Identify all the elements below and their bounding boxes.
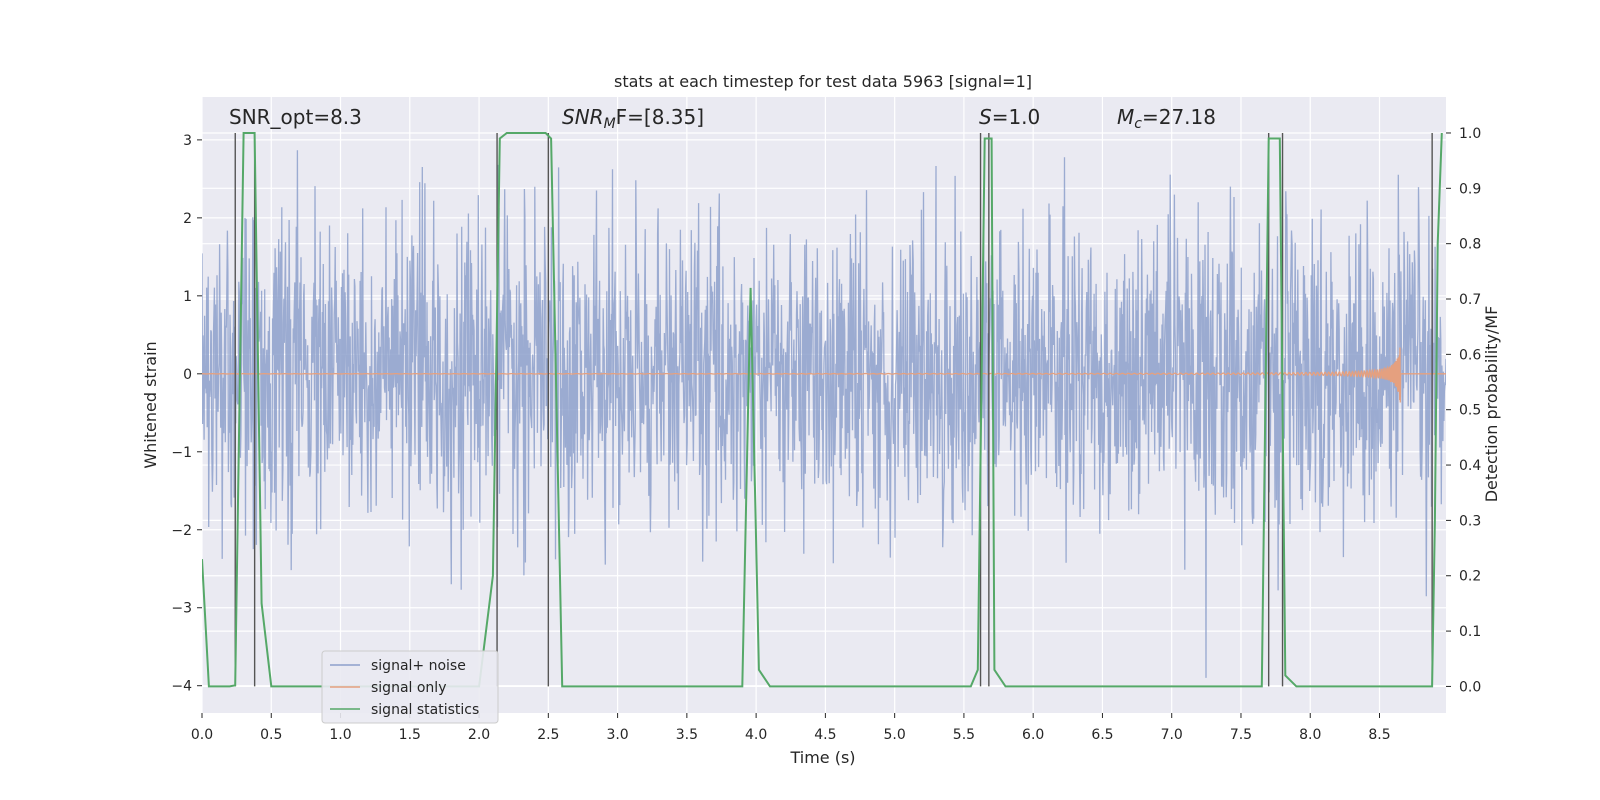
y-tick-label-right: 0.2 <box>1459 569 1481 585</box>
legend: signal+ noise signal only signal statist… <box>321 650 499 724</box>
annotation-mc-value: =27.18 <box>1142 105 1216 129</box>
x-tick-label: 1.5 <box>399 727 421 743</box>
x-tick-label: 3.0 <box>606 727 628 743</box>
x-tick-label: 0.5 <box>260 727 282 743</box>
annotation-mc: Mc=27.18 <box>1117 105 1216 132</box>
x-axis-label: Time (s) <box>789 748 855 767</box>
annotation-snr-mf: SNRMF=[8.35] <box>562 105 704 132</box>
x-tick-label: 8.5 <box>1368 727 1390 743</box>
series-line-signal-statistics <box>202 132 1443 688</box>
x-tick-label: 2.0 <box>468 727 490 743</box>
chart-title: stats at each timestep for test data 596… <box>614 72 1032 91</box>
x-tick-label: 7.0 <box>1161 727 1183 743</box>
legend-entry-stats: signal statistics <box>371 702 479 718</box>
y-tick-label-right: 0.8 <box>1459 237 1481 253</box>
y-tick-label-left: 1 <box>183 289 192 305</box>
y-axis-label-right: Detection probability/MF <box>1482 306 1501 503</box>
y-axis-label-left: Whitened strain <box>141 341 160 468</box>
legend-frame <box>321 650 499 724</box>
y-tick-label-right: 0.4 <box>1459 458 1481 474</box>
y-tick-label-left: −4 <box>171 679 192 695</box>
ticks: 0.0 0.5 1.0 1.5 2.0 2.5 3.0 3.5 4.0 4.5 5.0 5.5 6.0 6… <box>171 126 1481 743</box>
annotation-snr-mf-value: F=[8.35] <box>616 105 704 129</box>
x-tick-label: 2.5 <box>537 727 559 743</box>
annotation-s-symbol: S <box>979 105 992 129</box>
x-tick-label: 3.5 <box>676 727 698 743</box>
stats-series <box>202 132 1443 688</box>
x-tick-label: 5.0 <box>884 727 906 743</box>
x-tick-label: 1.0 <box>329 727 351 743</box>
x-tick-label: 8.0 <box>1299 727 1321 743</box>
y-tick-label-left: 3 <box>183 133 192 149</box>
x-tick-label: 6.5 <box>1091 727 1113 743</box>
series-line-signal-only <box>202 347 1446 403</box>
legend-entry-noise: signal+ noise <box>371 658 466 674</box>
legend-entry-signal: signal only <box>371 680 446 696</box>
series-line-signal-noise <box>202 150 1446 678</box>
x-tick-label: 6.0 <box>1022 727 1044 743</box>
y-tick-label-right: 0.3 <box>1459 513 1481 529</box>
x-tick-label: 7.5 <box>1230 727 1252 743</box>
noise-series <box>202 150 1446 678</box>
x-tick-label: 5.5 <box>953 727 975 743</box>
y-tick-label-right: 0.5 <box>1459 403 1481 419</box>
annotation-s: S=1.0 <box>979 105 1040 129</box>
annotation-mc-symbol: M <box>1117 105 1134 129</box>
y-tick-label-right: 0.6 <box>1459 347 1481 363</box>
annotation-mc-subscript: c <box>1134 116 1142 132</box>
annotation-snr-opt: SNR_opt=8.3 <box>229 105 362 129</box>
y-tick-label-right: 0.1 <box>1459 624 1481 640</box>
annotation-snr-mf-symbol: SNR <box>562 105 604 129</box>
y-tick-label-left: 2 <box>183 211 192 227</box>
y-tick-label-right: 0.7 <box>1459 292 1481 308</box>
y-tick-label-right: 1.0 <box>1459 126 1481 142</box>
y-tick-label-left: −1 <box>171 445 192 461</box>
signal-series <box>202 347 1446 403</box>
y-tick-label-left: 0 <box>183 367 192 383</box>
y-tick-label-left: −2 <box>171 523 192 539</box>
x-tick-label: 0.0 <box>191 727 213 743</box>
annotation-s-value: =1.0 <box>992 105 1041 129</box>
annotation-snr-mf-subscript: M <box>604 116 616 132</box>
y-tick-label-right: 0.9 <box>1459 181 1481 197</box>
y-tick-label-right: 0.0 <box>1459 679 1481 695</box>
y-tick-label-left: −3 <box>171 601 192 617</box>
x-tick-label: 4.5 <box>814 727 836 743</box>
x-tick-label: 4.0 <box>745 727 767 743</box>
